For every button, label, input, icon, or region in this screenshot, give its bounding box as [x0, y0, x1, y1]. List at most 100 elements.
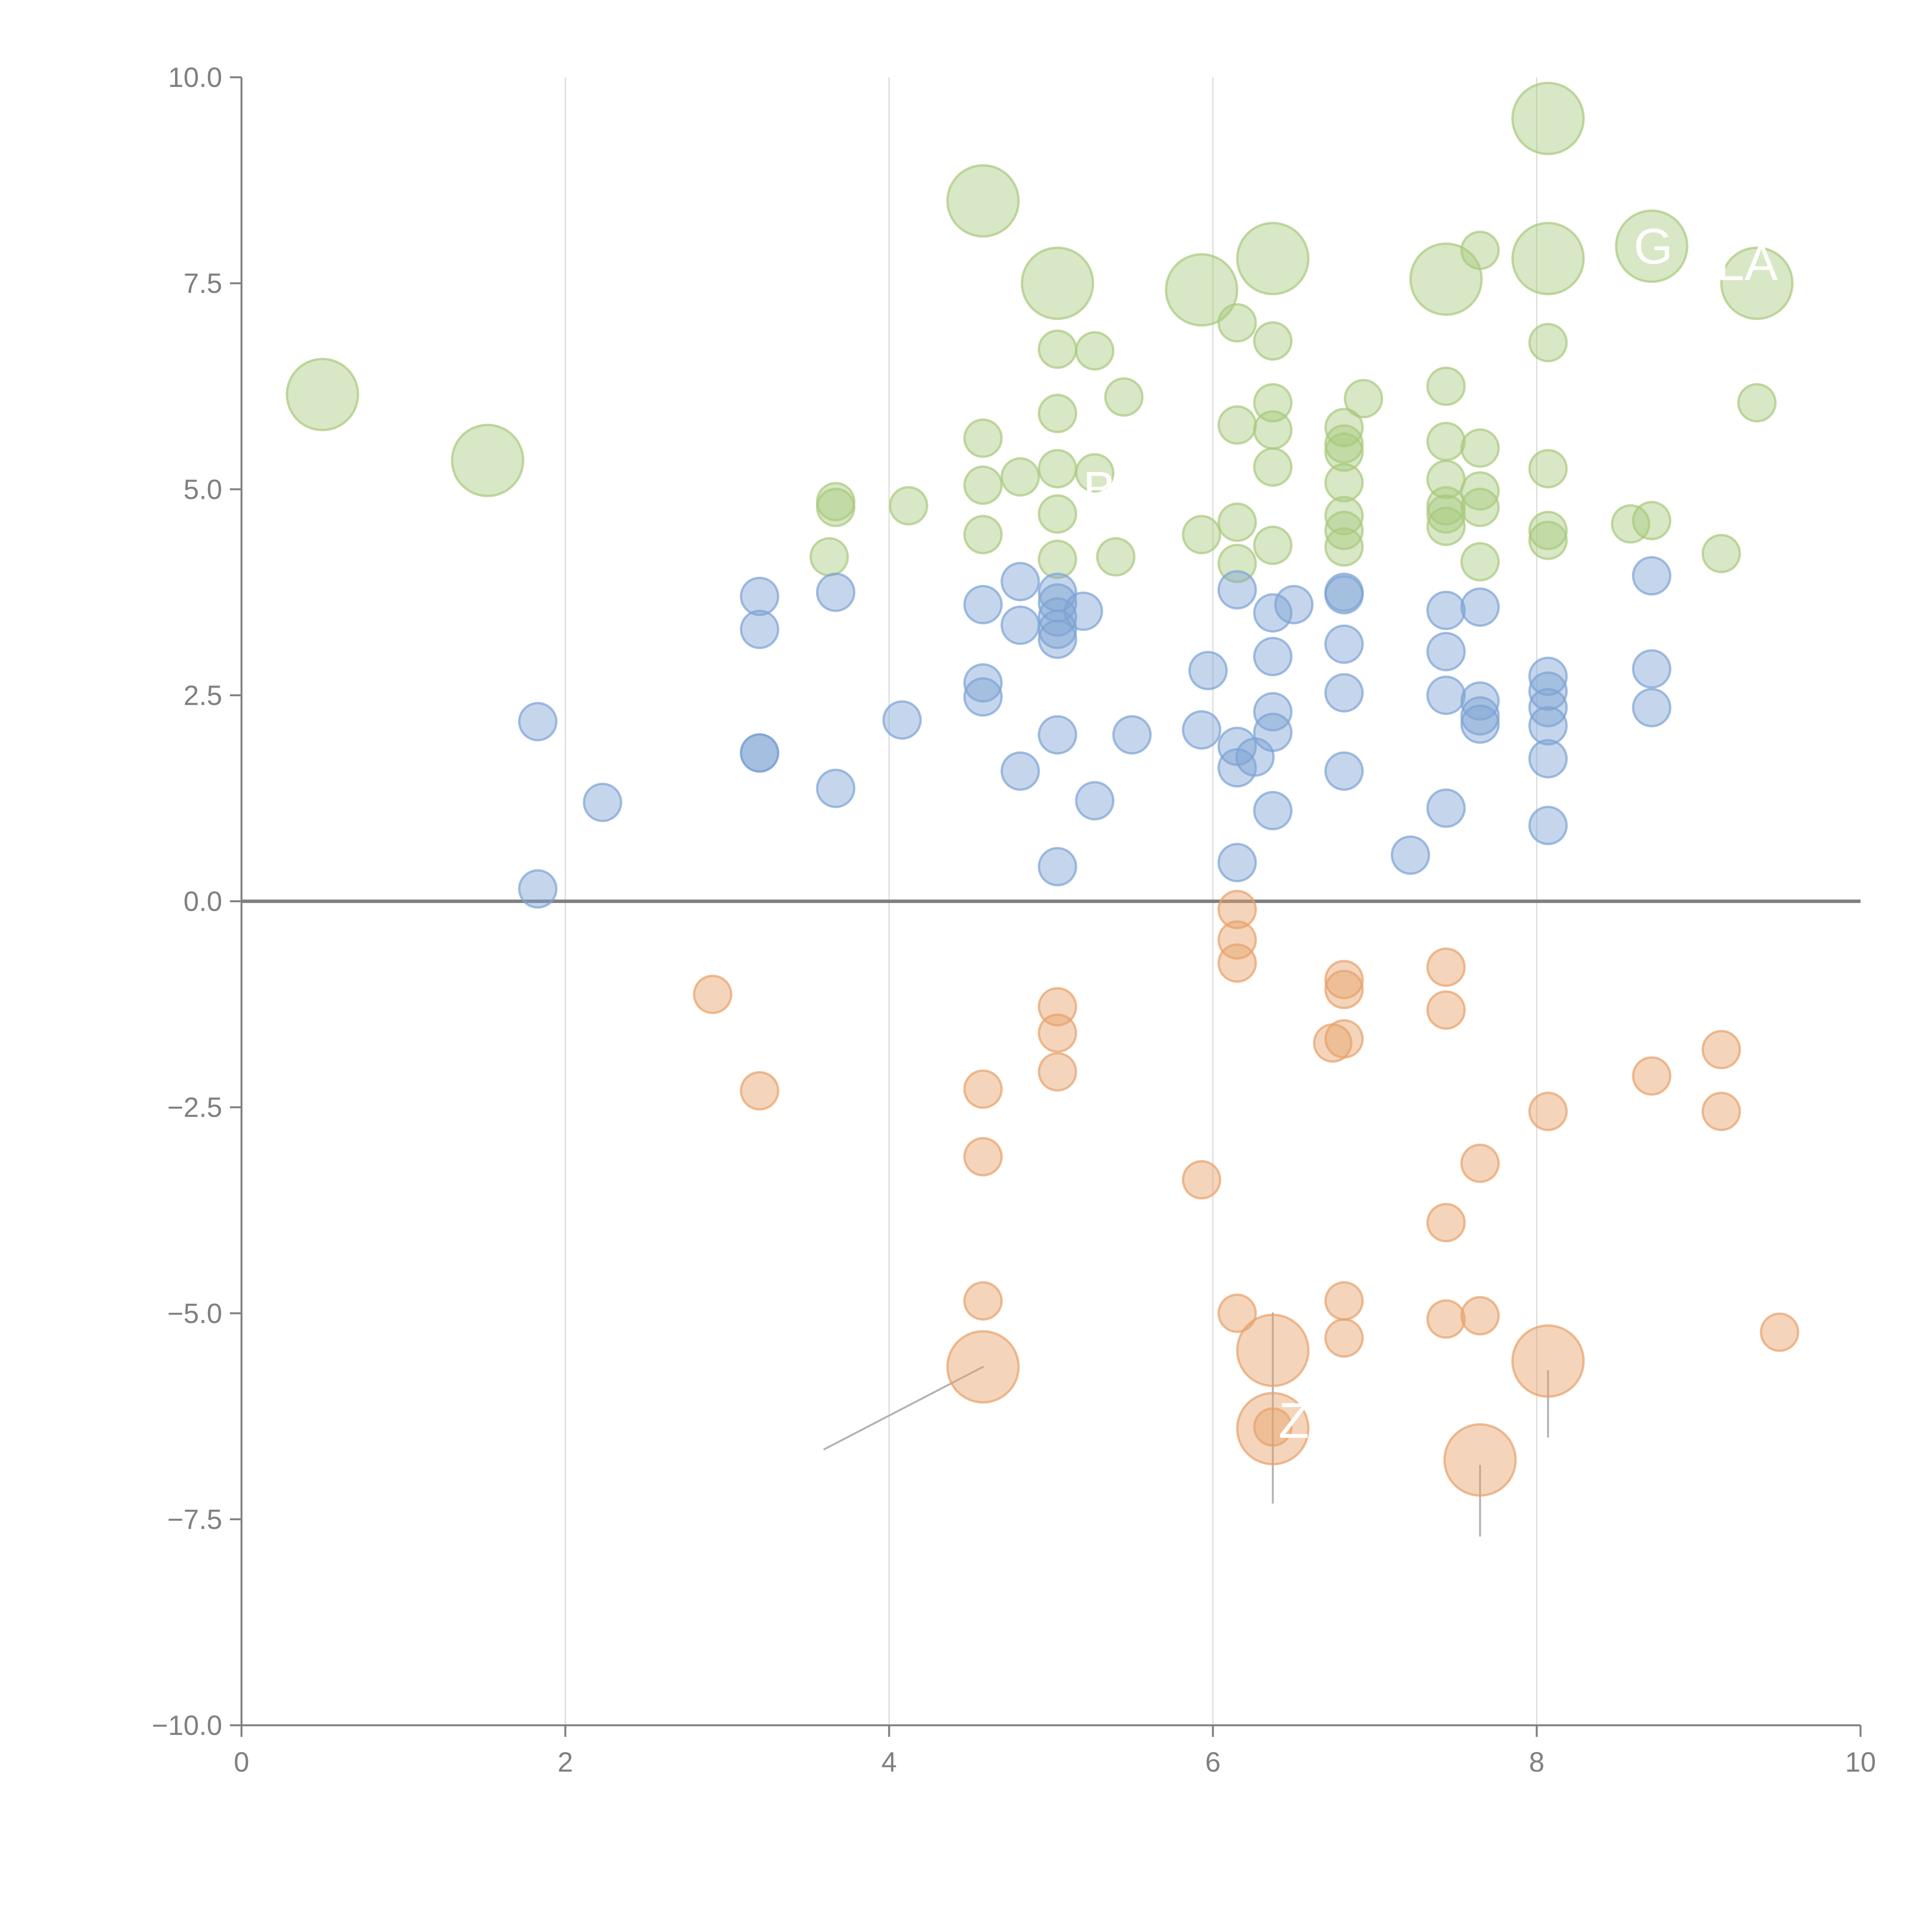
annotation-label: G [1634, 218, 1673, 274]
annotation-label: B [1083, 461, 1116, 517]
x-tick-label: 2 [558, 1747, 573, 1778]
green-bubble [1324, 496, 1364, 536]
blue-bubble [1063, 591, 1103, 631]
green-bubble [1426, 422, 1466, 461]
green-bubble [1528, 323, 1568, 362]
green-bubble [1037, 449, 1077, 488]
blue-bubble [1253, 791, 1293, 830]
bubbles [286, 82, 1799, 1497]
green-bubble [1528, 510, 1568, 550]
orange-bubble [946, 1330, 1020, 1404]
y-tick-label: 10.0 [168, 62, 222, 93]
green-bubble [1426, 507, 1466, 546]
orange-bubble [693, 975, 733, 1014]
orange-bubble [1443, 1423, 1517, 1497]
orange-bubble [1460, 1143, 1500, 1183]
y-tick-label: 2.5 [184, 680, 222, 711]
green-bubble [1253, 383, 1293, 423]
orange-bubble [1253, 1407, 1293, 1447]
orange-bubble [1632, 1056, 1672, 1096]
y-tick-label: 5.0 [184, 474, 222, 505]
blue-bubble [1037, 847, 1077, 886]
blue-bubble [1217, 843, 1257, 883]
orange-bubble [1217, 943, 1257, 983]
green-bubble [451, 423, 524, 497]
blue-bubble [1075, 781, 1115, 821]
y-tick-label: −2.5 [167, 1092, 222, 1123]
blue-bubble [1426, 632, 1466, 672]
green-bubble [1460, 471, 1500, 511]
green-bubble [1528, 449, 1568, 488]
x-tick-label: 8 [1529, 1747, 1544, 1778]
green-bubble [1611, 504, 1651, 544]
orange-bubble [963, 1137, 1003, 1177]
blue-bubble [1217, 570, 1257, 610]
blue-bubble [1426, 788, 1466, 828]
y-tick-label: −7.5 [167, 1504, 222, 1535]
green-bubble [1344, 379, 1383, 418]
orange-bubble [1324, 1318, 1364, 1358]
blue-bubble [963, 663, 1003, 703]
orange-bubble [1701, 1030, 1741, 1070]
blue-bubble [1253, 637, 1293, 677]
green-bubble [1000, 457, 1040, 497]
orange-bubble [1324, 969, 1364, 1009]
green-bubble [1426, 486, 1466, 526]
y-tick-label: −10.0 [152, 1710, 222, 1741]
orange-bubble [1217, 920, 1257, 960]
blue-bubble [1528, 706, 1568, 746]
leader-line [823, 1366, 984, 1451]
blue-bubble [1528, 671, 1568, 711]
blue-bubble [1528, 806, 1568, 845]
blue-bubble [1426, 675, 1466, 715]
x-tick-label: 4 [881, 1747, 897, 1778]
green-bubble [1217, 303, 1257, 343]
blue-bubble [740, 609, 779, 649]
annotations: G LA B Z [1083, 218, 1778, 1449]
green-bubble [1253, 410, 1293, 450]
green-bubble [1632, 501, 1672, 541]
axes: 0 2 4 6 8 10 10.0 7.5 5.0 2.5 0.0 −2.5 −5.0 −7.5 −10.0 [152, 62, 1876, 1778]
orange-bubble [1324, 960, 1364, 1000]
green-bubble [816, 488, 855, 527]
green-bubble [1460, 230, 1500, 270]
orange-bubble [1182, 1160, 1221, 1200]
blue-bubble [1460, 696, 1500, 736]
orange-bubble [1037, 1013, 1077, 1053]
blue-bubble [1037, 619, 1077, 659]
blue-bubble [1460, 681, 1500, 721]
orange-bubble [1426, 1299, 1466, 1339]
blue-bubble [882, 700, 922, 740]
green-bubble [963, 418, 1003, 458]
blue-bubble [963, 585, 1003, 624]
orange-bubble [1426, 1203, 1466, 1243]
blue-bubble [1253, 692, 1293, 732]
blue-bubble [1324, 751, 1364, 791]
blue-bubble [1000, 562, 1040, 602]
blue-bubble [816, 769, 855, 808]
green-bubble [1020, 247, 1094, 320]
blue-bubble [1632, 556, 1672, 596]
green-bubble [1615, 209, 1689, 283]
blue-bubble [1528, 739, 1568, 779]
y-tick-label: −5.0 [167, 1298, 222, 1329]
blue-bubble [816, 572, 855, 612]
green-bubble [1037, 539, 1077, 579]
blue-bubble [1188, 651, 1228, 690]
blue-bubble [1274, 585, 1314, 624]
orange-bubble [1426, 947, 1466, 987]
blue-bubble [518, 702, 558, 742]
green-bubble [1528, 520, 1568, 560]
orange-bubble [1324, 1019, 1364, 1059]
blue-bubble [1112, 715, 1152, 755]
green-bubble [1426, 366, 1466, 406]
orange-bubble [1528, 1092, 1568, 1131]
green-bubble [1324, 432, 1364, 472]
green-bubble [1236, 222, 1310, 296]
green-bubble [1426, 494, 1466, 534]
green-bubble [1037, 394, 1077, 434]
blue-bubble [1324, 673, 1364, 713]
y-tick-label: 7.5 [184, 268, 222, 299]
green-bubble [1460, 488, 1500, 527]
